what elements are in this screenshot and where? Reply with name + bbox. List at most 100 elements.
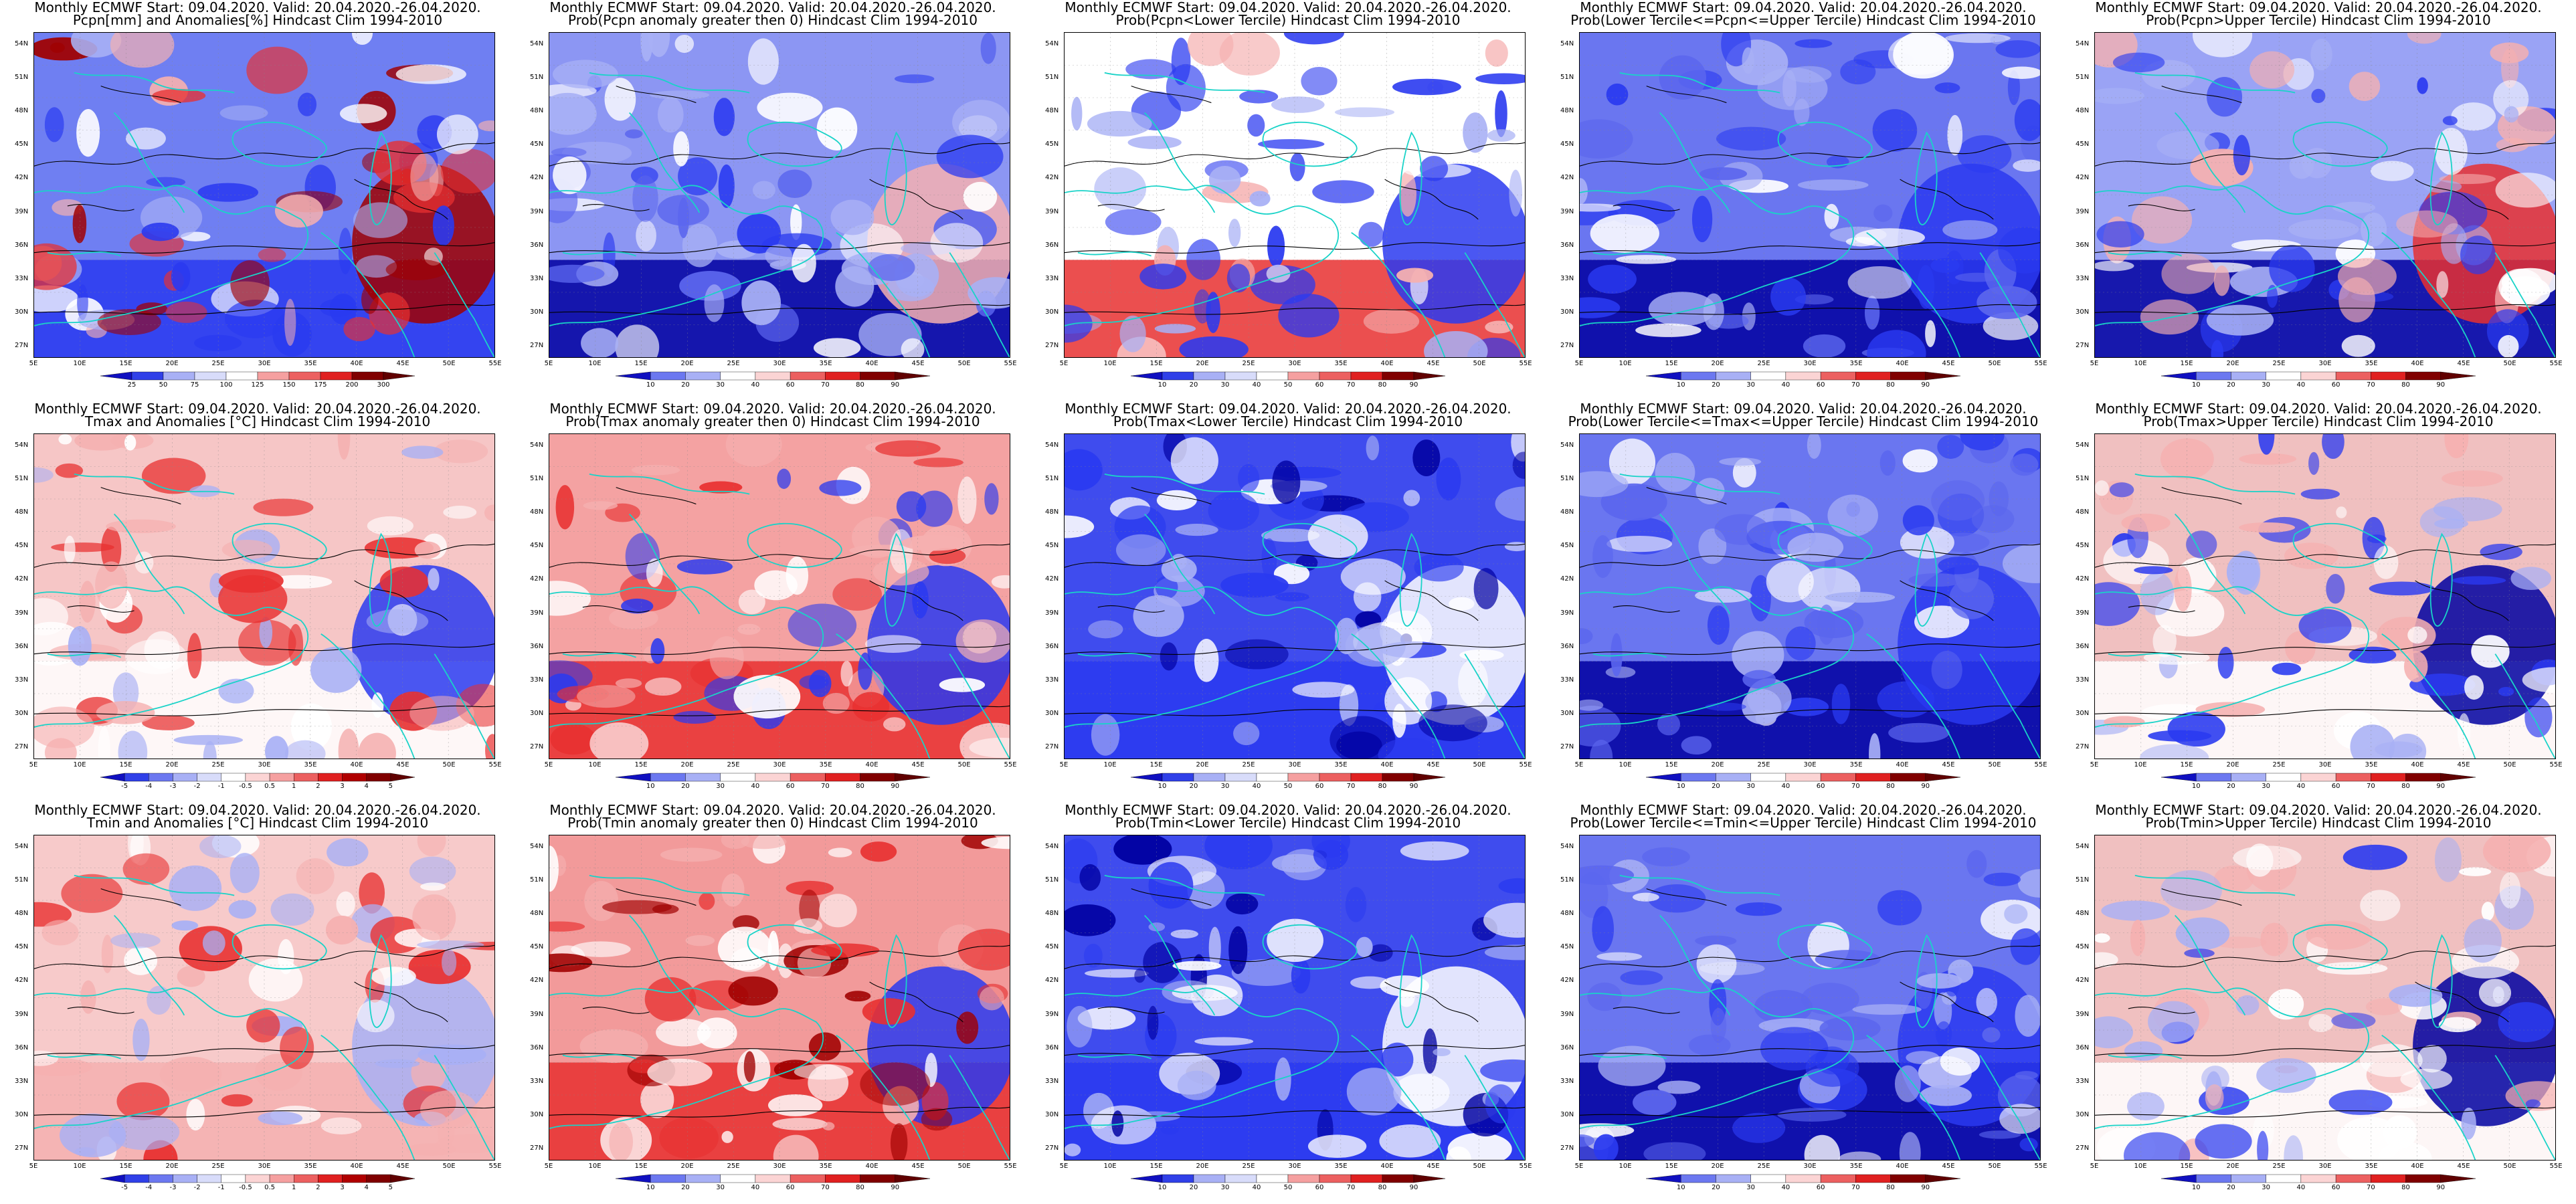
colorbar-segment xyxy=(755,1174,791,1183)
map-field-blob xyxy=(1289,153,1305,181)
lon-tick-label: 55E xyxy=(488,1163,502,1170)
map-field-blob xyxy=(1938,557,1979,575)
colorbar-segment xyxy=(100,1174,125,1183)
lon-tick-label: 30E xyxy=(1803,761,1817,769)
map-field-blob xyxy=(2007,70,2020,106)
lon-tick-label: 35E xyxy=(819,761,832,769)
map-contour-line xyxy=(1580,142,2040,167)
lat-tick-label: 33N xyxy=(530,676,544,684)
colorbar xyxy=(1645,1174,1961,1183)
colorbar-segment xyxy=(720,371,756,381)
lat-tick-label: 48N xyxy=(1045,910,1059,918)
map-field-blob xyxy=(808,1032,841,1061)
lat-tick-label: 42N xyxy=(2076,977,2090,985)
map-field-blob xyxy=(1635,323,1701,337)
map-contour-line xyxy=(1580,944,2040,969)
lon-tick-label: 10E xyxy=(588,1163,602,1170)
panel-title-line1: Monthly ECMWF Start: 09.04.2020. Valid: … xyxy=(1580,802,2027,818)
colorbar-tick-label: 20 xyxy=(681,783,690,790)
map-field-blob xyxy=(280,1026,314,1070)
lon-tick-label: 40E xyxy=(1896,360,1909,367)
colorbar-segment xyxy=(1750,371,1786,381)
map-coastline xyxy=(34,185,308,327)
map-field-blob xyxy=(2239,522,2296,533)
map-field-blob xyxy=(1807,434,1821,459)
map-field-blob xyxy=(2258,434,2275,455)
colorbar-tick-label: 80 xyxy=(1378,783,1387,790)
map-field-blob xyxy=(901,338,925,357)
map-field-svg xyxy=(549,434,1010,759)
map-field-blob xyxy=(1261,528,1320,542)
lon-tick-label: 35E xyxy=(819,1163,832,1170)
map-field-blob xyxy=(757,92,823,123)
map-field-blob xyxy=(410,153,439,201)
map-field-blob xyxy=(118,730,148,759)
colorbar xyxy=(1130,1174,1446,1183)
lon-tick-label: 50E xyxy=(957,1163,971,1170)
lat-tick-label: 54N xyxy=(1560,843,1574,850)
map-field-blob xyxy=(2015,995,2040,1037)
map-field-blob xyxy=(1194,289,1211,324)
map-field-blob xyxy=(1485,39,1508,67)
map-contour-line xyxy=(2415,981,2509,1023)
map-field-blob xyxy=(728,976,778,1006)
lon-tick-label: 30E xyxy=(2318,1163,2332,1170)
lat-tick-label: 51N xyxy=(2076,876,2090,884)
map-field-blob xyxy=(351,33,373,45)
map-field-blob xyxy=(1433,1047,1451,1056)
map-field-blob xyxy=(80,980,96,1014)
map-contour-line xyxy=(1613,605,1680,613)
colorbar-tick-label: 80 xyxy=(856,1184,864,1191)
lon-tick-label: 40E xyxy=(350,1163,363,1170)
colorbar-segment xyxy=(1890,1174,1926,1183)
colorbar-segment xyxy=(149,1174,173,1183)
lat-tick-label: 42N xyxy=(1560,575,1574,583)
colorbar-tick-label: 60 xyxy=(1816,783,1825,790)
map-field-blob xyxy=(125,127,166,150)
lon-tick-label: 50E xyxy=(1473,1163,1486,1170)
map-contour-line xyxy=(1646,888,1727,906)
lon-tick-label: 25E xyxy=(727,761,740,769)
map-field-blob xyxy=(2350,724,2395,759)
lon-tick-label: 15E xyxy=(1149,1163,1163,1170)
map-field-blob xyxy=(2505,1081,2555,1111)
map-field-blob xyxy=(1414,553,1464,582)
map-field-blob xyxy=(2438,1017,2477,1033)
lon-tick-label: 50E xyxy=(2503,360,2516,367)
lon-tick-label: 55E xyxy=(1004,1163,1017,1170)
colorbar-tick-label: 70 xyxy=(1851,381,1860,389)
lat-tick-label: 30N xyxy=(2076,1110,2090,1118)
colorbar-segment xyxy=(1319,371,1352,381)
lon-tick-label: 25E xyxy=(2272,1163,2286,1170)
colorbar-segment xyxy=(1193,371,1226,381)
lat-tick-label: 33N xyxy=(1560,274,1574,282)
map-coastline xyxy=(1619,72,1780,94)
map-field-blob xyxy=(436,1134,494,1154)
map-field-blob xyxy=(1247,114,1265,137)
colorbar-segment xyxy=(221,1174,246,1183)
map-contour-line xyxy=(34,705,494,716)
map-field-blob xyxy=(338,227,353,275)
colorbar-segment xyxy=(2300,773,2336,782)
colorbar-segment xyxy=(2300,1174,2336,1183)
map-coastline xyxy=(2095,185,2369,327)
map-field-blob xyxy=(265,736,289,759)
map-contour-line xyxy=(34,304,494,315)
lon-tick-label: 10E xyxy=(1103,360,1117,367)
map-contour-line xyxy=(1580,543,2040,568)
map-field-blob xyxy=(721,835,750,849)
map-coastline xyxy=(47,652,121,658)
map-coastline xyxy=(1464,654,1525,759)
map-field-blob xyxy=(2246,843,2274,877)
map-field-blob xyxy=(1794,98,1810,126)
map-field-blob xyxy=(1170,929,1198,938)
map-field-blob xyxy=(1902,449,1938,473)
colorbar-segment xyxy=(2300,371,2336,381)
map-field-blob xyxy=(1065,304,1093,343)
lat-tick-label: 51N xyxy=(2076,74,2090,82)
colorbar-segment xyxy=(1382,371,1414,381)
panel-title-line1: Monthly ECMWF Start: 09.04.2020. Valid: … xyxy=(2095,802,2542,818)
lon-tick-label: 5E xyxy=(1059,360,1069,367)
map-field-blob xyxy=(1115,534,1166,566)
panel-title-line2: Tmax and Anomalies [°C] Hindcast Clim 19… xyxy=(84,413,431,429)
